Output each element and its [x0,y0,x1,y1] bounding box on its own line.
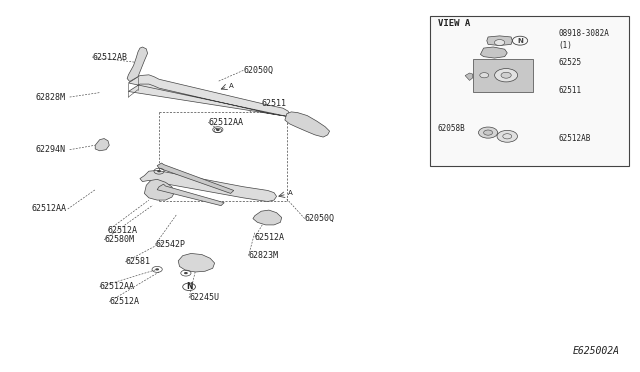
Polygon shape [157,163,234,193]
Text: 62050Q: 62050Q [305,214,335,223]
Text: A: A [288,190,293,196]
Polygon shape [253,210,282,225]
Text: 62512A: 62512A [255,232,285,242]
Text: VIEW A: VIEW A [438,19,470,28]
Polygon shape [487,36,513,45]
Circle shape [495,68,518,82]
Text: N: N [186,282,193,291]
Polygon shape [285,112,330,137]
Text: 62050Q: 62050Q [243,66,273,75]
Bar [430,16,629,166]
Text: 62542P: 62542P [156,240,185,249]
Polygon shape [95,138,109,151]
Circle shape [479,127,498,138]
Text: 62512AB: 62512AB [559,134,591,143]
Text: 62511: 62511 [559,86,582,95]
Text: 62828M: 62828M [36,93,66,102]
Text: N: N [517,38,523,44]
Text: 62512AA: 62512AA [208,118,243,127]
Circle shape [497,130,518,142]
Circle shape [156,268,159,270]
Text: 62823M: 62823M [248,251,278,260]
Text: 62512A: 62512A [109,297,140,306]
Circle shape [184,272,188,274]
Circle shape [216,130,219,131]
Polygon shape [178,253,214,272]
Circle shape [495,39,505,45]
Text: (1): (1) [559,41,572,50]
Text: 62581: 62581 [125,257,150,266]
Polygon shape [140,170,276,202]
Circle shape [480,73,489,78]
Circle shape [216,129,220,131]
Text: A: A [229,83,234,89]
Text: 62294N: 62294N [36,145,66,154]
Polygon shape [127,47,148,81]
Polygon shape [145,179,174,200]
Text: 62580M: 62580M [104,235,134,244]
Text: 62512AB: 62512AB [92,52,127,61]
Text: 62511: 62511 [261,99,286,108]
Bar [473,59,533,92]
Text: E625002A: E625002A [573,346,620,356]
Polygon shape [129,75,289,116]
Text: 08918-3082A: 08918-3082A [559,29,609,38]
Polygon shape [465,73,473,80]
Text: 62245U: 62245U [189,294,219,302]
Polygon shape [481,47,508,58]
Text: 62058B: 62058B [438,124,465,132]
Text: 62512AA: 62512AA [100,282,134,291]
Circle shape [157,170,161,172]
Text: 62512A: 62512A [108,226,138,235]
Text: 62512AA: 62512AA [31,205,67,214]
Text: 62525: 62525 [559,58,582,67]
Circle shape [501,72,511,78]
Polygon shape [157,184,224,206]
Circle shape [484,130,493,135]
